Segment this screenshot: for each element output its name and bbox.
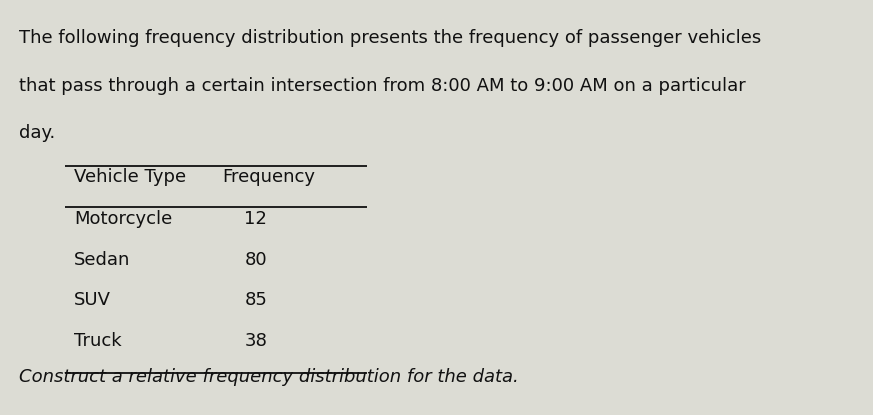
Text: day.: day. bbox=[19, 124, 56, 142]
Text: Construct a relative frequency distribution for the data.: Construct a relative frequency distribut… bbox=[19, 368, 519, 386]
Text: 38: 38 bbox=[244, 332, 267, 350]
Text: The following frequency distribution presents the frequency of passenger vehicle: The following frequency distribution pre… bbox=[19, 29, 761, 47]
Text: Sedan: Sedan bbox=[74, 251, 131, 269]
Text: that pass through a certain intersection from 8:00 AM to 9:00 AM on a particular: that pass through a certain intersection… bbox=[19, 77, 746, 95]
Text: Vehicle Type: Vehicle Type bbox=[74, 168, 186, 186]
Text: Truck: Truck bbox=[74, 332, 122, 350]
Text: 12: 12 bbox=[244, 210, 267, 228]
Text: Motorcycle: Motorcycle bbox=[74, 210, 173, 228]
Text: SUV: SUV bbox=[74, 291, 111, 309]
Text: Frequency: Frequency bbox=[223, 168, 316, 186]
Text: 80: 80 bbox=[244, 251, 267, 269]
Text: 85: 85 bbox=[244, 291, 267, 309]
